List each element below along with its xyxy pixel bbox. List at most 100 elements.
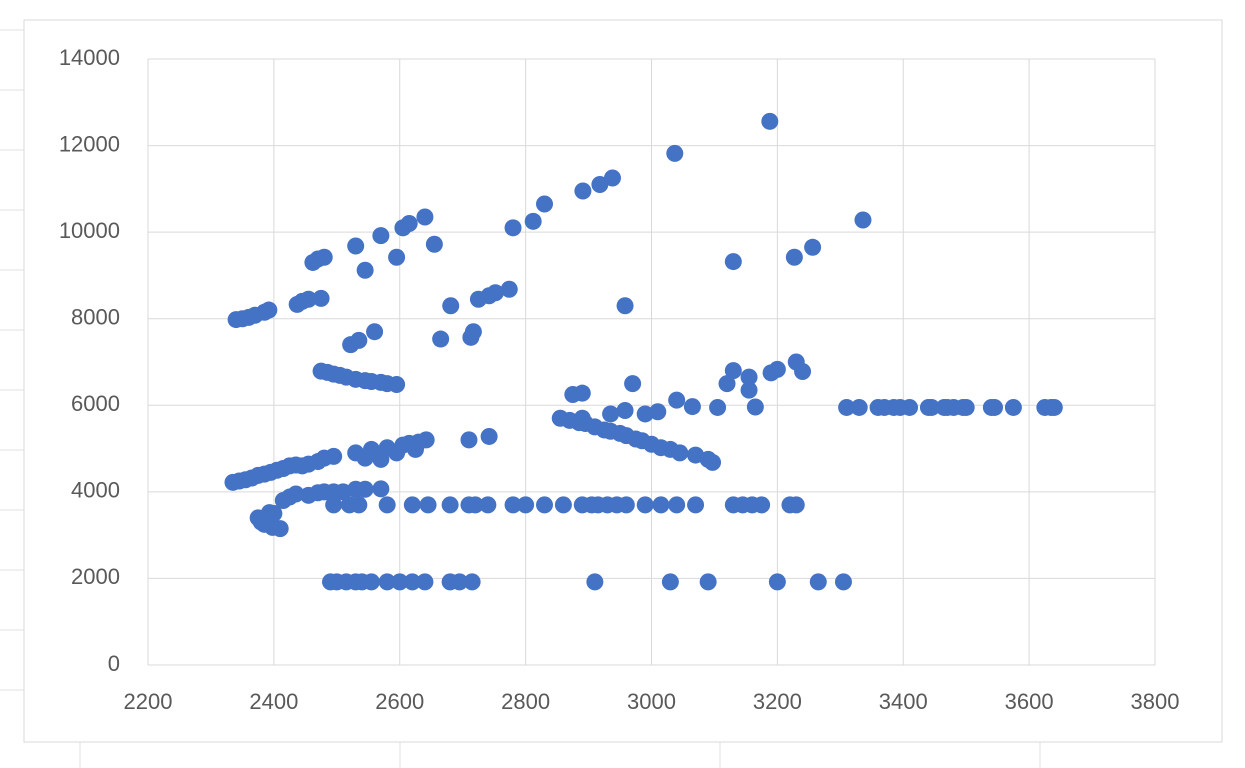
point — [366, 323, 384, 341]
point — [652, 496, 670, 514]
point — [668, 391, 686, 409]
point — [391, 573, 409, 591]
point — [834, 573, 852, 591]
point — [603, 169, 621, 187]
point — [554, 496, 572, 514]
y-tick-label: 14000 — [59, 45, 120, 70]
point — [624, 375, 642, 393]
point — [517, 496, 535, 514]
point — [709, 398, 727, 416]
point — [724, 362, 742, 380]
point — [785, 248, 803, 266]
point — [787, 496, 805, 514]
point — [504, 219, 522, 237]
point — [378, 496, 396, 514]
point — [260, 301, 278, 319]
point — [350, 496, 368, 514]
point — [804, 238, 822, 256]
point — [388, 376, 406, 394]
point — [687, 496, 705, 514]
x-tick-label: 3400 — [879, 689, 928, 714]
point — [986, 398, 1004, 416]
point — [464, 323, 482, 341]
point — [854, 211, 872, 229]
point — [671, 444, 689, 462]
point — [356, 480, 374, 498]
point — [718, 375, 736, 393]
x-tick-label: 3200 — [753, 689, 802, 714]
point — [425, 235, 443, 253]
point — [271, 520, 289, 538]
x-tick-label: 3800 — [1131, 689, 1180, 714]
point — [372, 227, 390, 245]
point — [432, 330, 450, 348]
point — [724, 253, 742, 271]
point — [536, 195, 554, 213]
point — [442, 297, 460, 315]
point — [325, 447, 343, 465]
point — [753, 496, 771, 514]
point — [460, 431, 478, 449]
point — [315, 248, 333, 266]
point — [574, 182, 592, 200]
point — [1004, 398, 1022, 416]
point — [740, 381, 758, 399]
point — [683, 398, 701, 416]
x-tick-label: 3600 — [1005, 689, 1054, 714]
point — [901, 398, 919, 416]
point — [573, 384, 591, 402]
point — [616, 297, 634, 315]
point — [586, 573, 604, 591]
point — [406, 440, 424, 458]
point — [441, 496, 459, 514]
point — [287, 485, 305, 503]
y-tick-label: 6000 — [71, 391, 120, 416]
y-tick-label: 10000 — [59, 218, 120, 243]
chart-area — [23, 19, 1223, 743]
y-tick-label: 2000 — [71, 564, 120, 589]
point — [419, 496, 437, 514]
point — [265, 505, 283, 522]
point — [636, 405, 654, 423]
point — [704, 453, 722, 471]
point — [480, 427, 498, 445]
point — [923, 398, 941, 416]
point — [524, 212, 542, 230]
point — [740, 368, 758, 386]
x-tick-label: 2400 — [249, 689, 298, 714]
point — [479, 496, 497, 514]
point — [809, 573, 827, 591]
point — [451, 573, 469, 591]
x-tick-label: 3000 — [627, 689, 676, 714]
point — [768, 360, 786, 378]
point — [536, 496, 554, 514]
point — [661, 573, 679, 591]
point — [761, 112, 779, 130]
sheet-cells — [0, 29, 1041, 768]
point — [463, 573, 481, 591]
y-tick-label: 12000 — [59, 131, 120, 156]
point — [768, 573, 786, 591]
point — [362, 573, 380, 591]
point — [403, 573, 421, 591]
point — [794, 363, 812, 381]
point — [325, 496, 343, 514]
point — [504, 496, 522, 514]
point — [850, 398, 868, 416]
x-tick-label: 2600 — [375, 689, 424, 714]
point — [573, 409, 591, 427]
point — [416, 208, 434, 226]
point — [500, 280, 518, 298]
x-tick-label: 2200 — [124, 689, 173, 714]
point — [616, 401, 634, 419]
point — [388, 248, 406, 266]
point — [400, 214, 418, 232]
point — [403, 496, 421, 514]
point — [591, 176, 609, 194]
point — [699, 573, 717, 591]
point — [636, 496, 654, 514]
point — [666, 144, 684, 162]
point — [602, 405, 620, 423]
